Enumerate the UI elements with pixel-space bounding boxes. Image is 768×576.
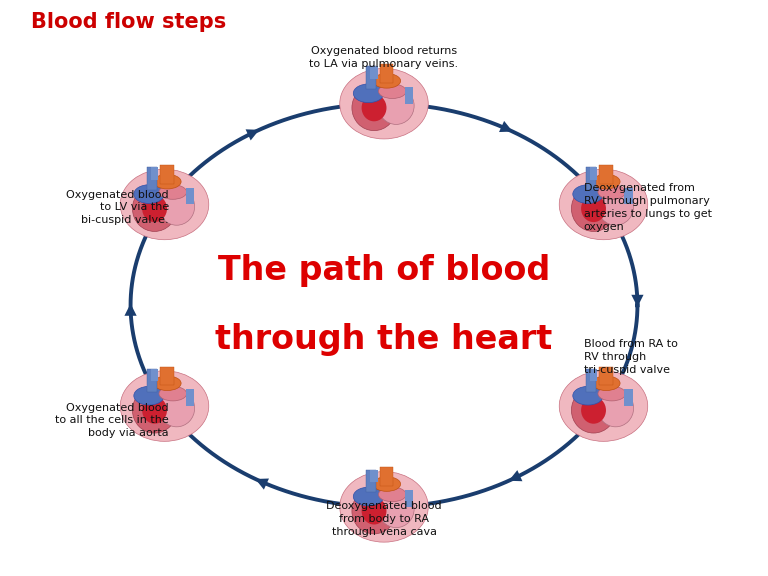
Ellipse shape bbox=[121, 169, 209, 240]
Ellipse shape bbox=[134, 185, 164, 203]
Ellipse shape bbox=[339, 69, 429, 139]
Ellipse shape bbox=[159, 188, 194, 225]
Bar bbox=[366, 66, 376, 89]
Bar bbox=[590, 167, 598, 180]
Ellipse shape bbox=[581, 397, 606, 424]
Ellipse shape bbox=[339, 472, 429, 542]
Bar bbox=[379, 65, 393, 83]
Text: through the heart: through the heart bbox=[215, 323, 553, 357]
Bar bbox=[186, 188, 194, 204]
Ellipse shape bbox=[379, 487, 406, 502]
Text: Oxygenated blood returns
to LA via pulmonary veins.: Oxygenated blood returns to LA via pulmo… bbox=[310, 46, 458, 69]
Bar bbox=[370, 66, 378, 79]
Ellipse shape bbox=[132, 388, 177, 433]
Ellipse shape bbox=[571, 388, 616, 433]
Ellipse shape bbox=[159, 185, 187, 199]
Bar bbox=[599, 367, 613, 385]
Bar bbox=[147, 167, 157, 190]
Ellipse shape bbox=[142, 195, 167, 222]
Text: Oxygenated blood
to all the cells in the
body via aorta: Oxygenated blood to all the cells in the… bbox=[55, 403, 169, 438]
Ellipse shape bbox=[154, 175, 181, 189]
Text: Blood flow steps: Blood flow steps bbox=[31, 12, 226, 32]
Ellipse shape bbox=[559, 371, 647, 441]
Ellipse shape bbox=[573, 185, 603, 203]
Ellipse shape bbox=[373, 477, 401, 491]
Text: Blood from RA to
RV through
tri-cuspid valve: Blood from RA to RV through tri-cuspid v… bbox=[584, 339, 677, 375]
Bar bbox=[586, 369, 596, 392]
Text: The path of blood: The path of blood bbox=[218, 254, 550, 287]
Ellipse shape bbox=[379, 84, 406, 98]
Ellipse shape bbox=[154, 376, 181, 391]
Ellipse shape bbox=[571, 186, 616, 232]
Bar bbox=[147, 369, 157, 392]
Bar bbox=[160, 165, 174, 184]
Text: Deoxygenated blood
from body to RA
through vena cava: Deoxygenated blood from body to RA throu… bbox=[326, 501, 442, 537]
Bar bbox=[586, 167, 596, 190]
Bar bbox=[405, 490, 413, 507]
Ellipse shape bbox=[592, 376, 620, 391]
Ellipse shape bbox=[159, 386, 187, 401]
Ellipse shape bbox=[362, 94, 386, 122]
Ellipse shape bbox=[598, 389, 634, 427]
Ellipse shape bbox=[598, 188, 634, 225]
Text: Oxygenated blood
to LV via the
bi-cuspid valve.: Oxygenated blood to LV via the bi-cuspid… bbox=[66, 190, 169, 225]
Ellipse shape bbox=[581, 195, 606, 222]
Ellipse shape bbox=[352, 488, 396, 534]
Bar bbox=[624, 188, 633, 204]
Ellipse shape bbox=[378, 87, 414, 124]
Ellipse shape bbox=[559, 169, 647, 240]
Ellipse shape bbox=[598, 386, 626, 401]
Bar bbox=[160, 367, 174, 385]
Ellipse shape bbox=[592, 175, 620, 189]
Ellipse shape bbox=[159, 389, 194, 427]
Ellipse shape bbox=[134, 386, 164, 405]
Ellipse shape bbox=[142, 397, 167, 424]
Ellipse shape bbox=[598, 185, 626, 199]
Bar bbox=[405, 87, 413, 104]
Bar bbox=[599, 165, 613, 184]
Bar bbox=[379, 468, 393, 486]
Ellipse shape bbox=[121, 371, 209, 441]
Ellipse shape bbox=[132, 186, 177, 232]
Ellipse shape bbox=[378, 490, 414, 528]
Ellipse shape bbox=[573, 386, 603, 405]
Bar bbox=[370, 469, 378, 482]
Ellipse shape bbox=[353, 487, 384, 506]
Text: Deoxygenated from
RV through pulmonary
arteries to lungs to get
oxygen: Deoxygenated from RV through pulmonary a… bbox=[584, 183, 712, 232]
Ellipse shape bbox=[352, 85, 396, 131]
Bar bbox=[366, 469, 376, 492]
Bar bbox=[590, 369, 598, 381]
Bar bbox=[624, 389, 633, 406]
Bar bbox=[151, 167, 158, 180]
Ellipse shape bbox=[353, 84, 384, 103]
Ellipse shape bbox=[373, 74, 401, 88]
Bar bbox=[151, 369, 158, 381]
Ellipse shape bbox=[362, 498, 386, 525]
Bar bbox=[186, 389, 194, 406]
